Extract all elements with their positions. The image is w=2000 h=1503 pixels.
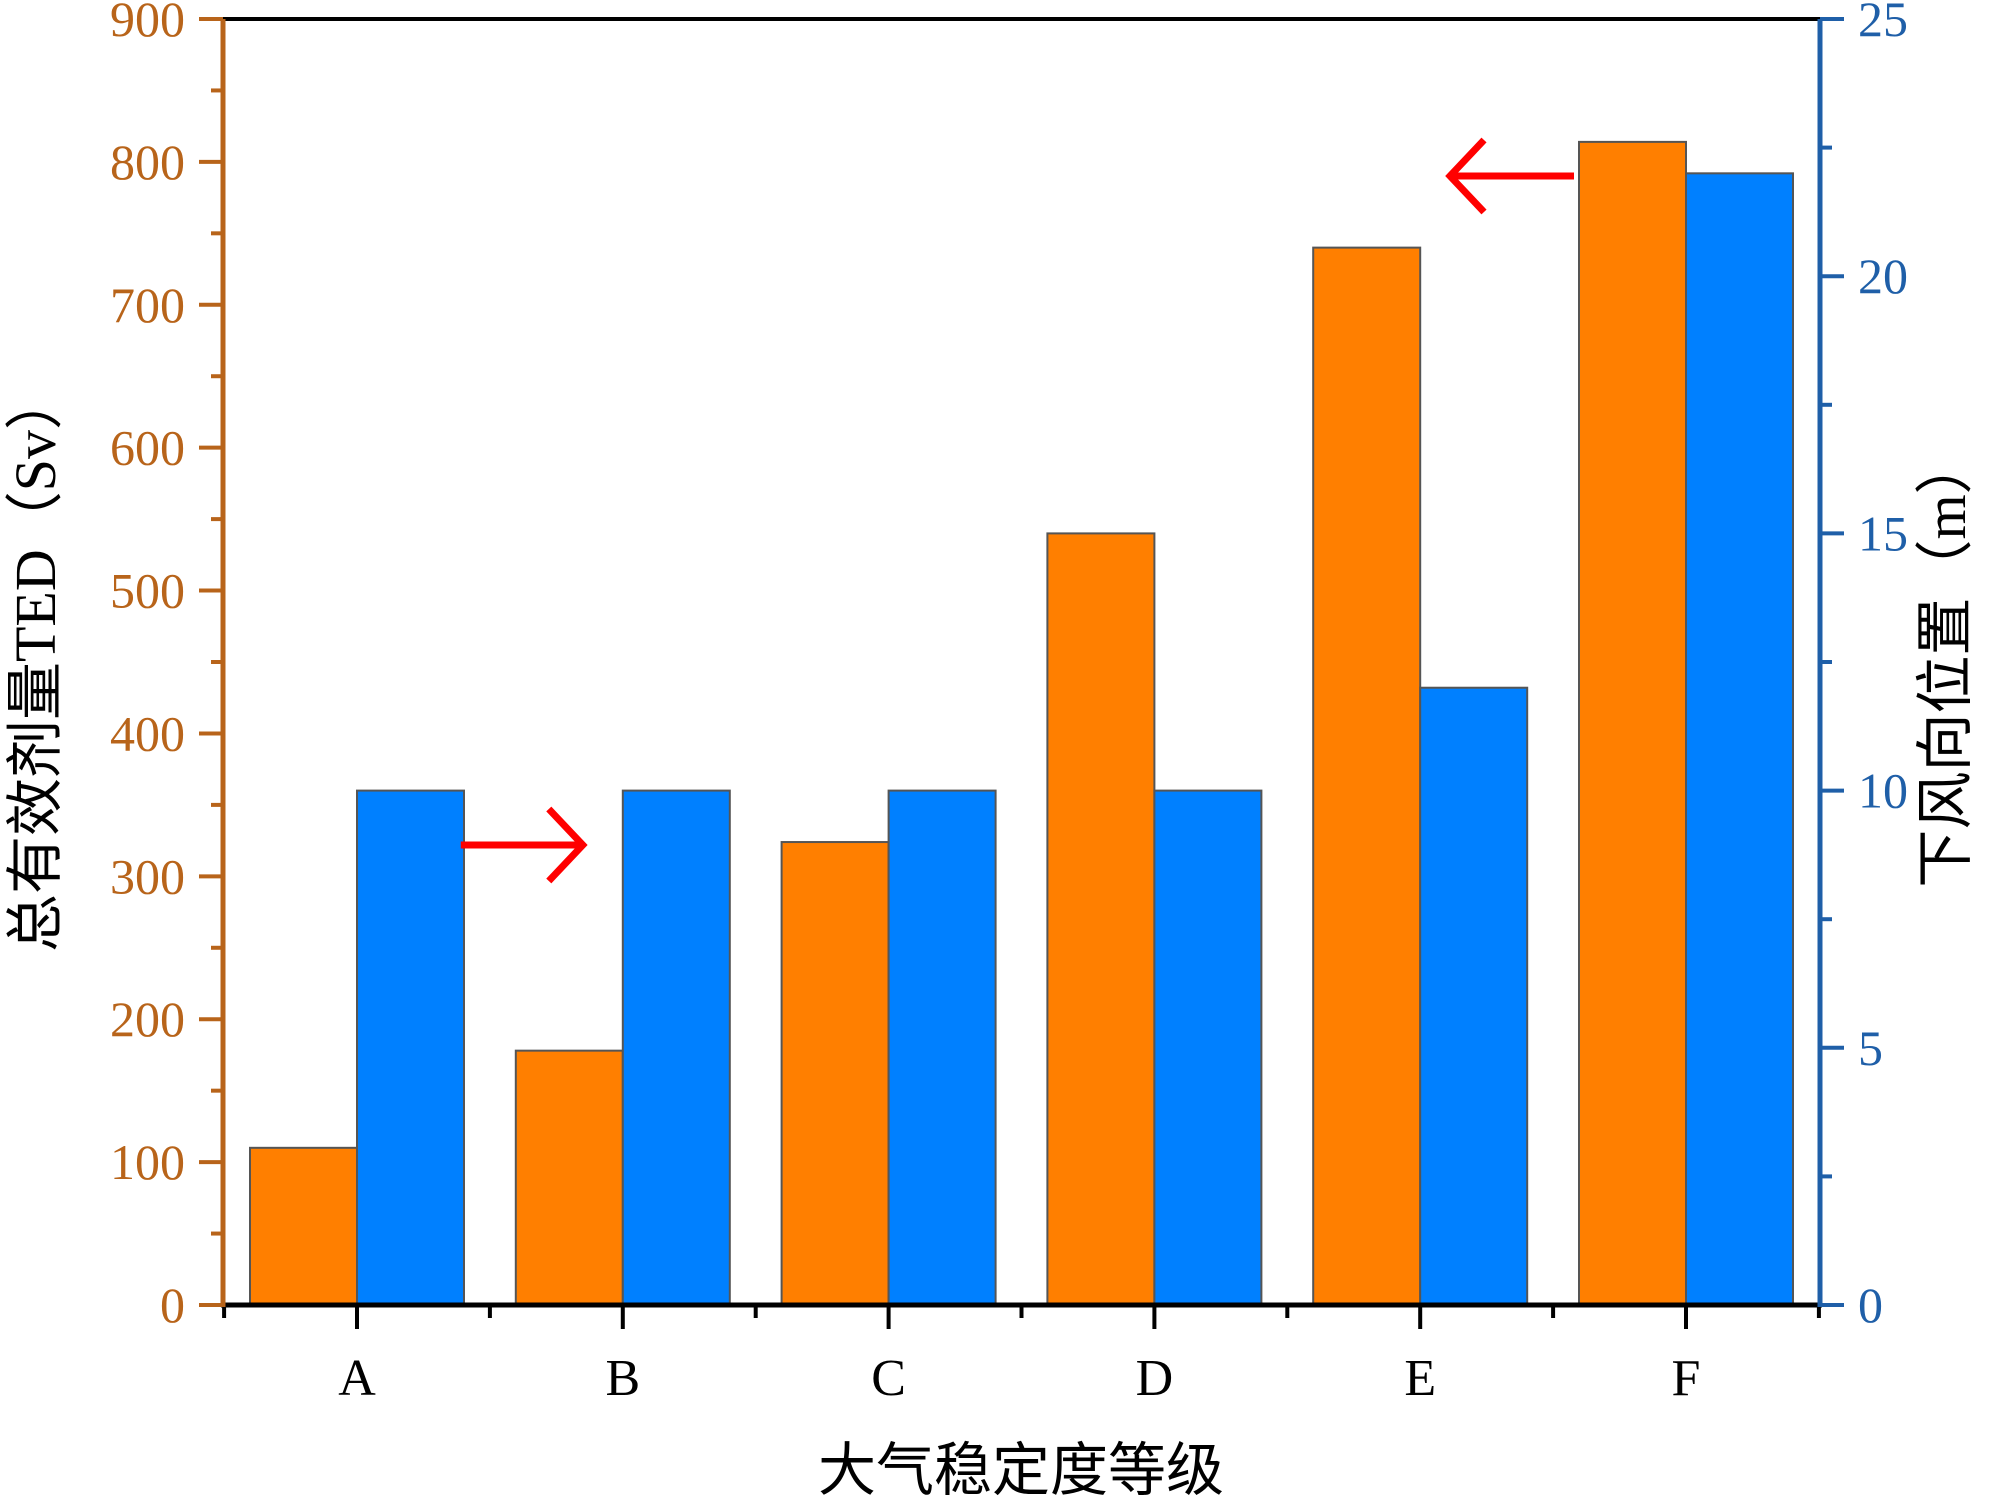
y-left-tick-label: 700 [110, 277, 185, 333]
x-tick-label: A [338, 1350, 376, 1407]
bar-right-E [1419, 686, 1529, 1306]
bar-left-B [514, 1049, 624, 1307]
x-axis-label: 大气稳定度等级 [818, 1438, 1224, 1503]
y-left-tick-label: 600 [110, 420, 185, 476]
y-right-tick-label: 10 [1858, 763, 1908, 819]
x-tick-label: D [1136, 1350, 1174, 1407]
bar-right-B [621, 789, 731, 1306]
bar-left-D [1046, 532, 1156, 1306]
bar-left-F [1578, 140, 1687, 1307]
bar-right-F [1685, 172, 1794, 1307]
x-tick-label: B [605, 1350, 640, 1407]
y-left-tick-label: 900 [110, 0, 185, 47]
arrow-head [1445, 137, 1487, 215]
y-left-tick-label: 0 [160, 1277, 185, 1333]
bar-left-E [1312, 246, 1422, 1307]
bar-right-A [356, 789, 465, 1306]
arrow-head [546, 806, 588, 884]
bar-right-C [887, 789, 997, 1306]
bars-layer [249, 140, 1794, 1307]
x-tick-label: C [871, 1350, 906, 1407]
arrow-left-icon [1445, 137, 1574, 215]
y-left-tick-label: 100 [110, 1134, 185, 1190]
arrow-right-icon [460, 806, 588, 884]
y-left-tick-label: 200 [110, 991, 185, 1047]
bar-left-C [780, 841, 890, 1306]
y-right-tick-label: 15 [1858, 505, 1908, 561]
y-left-tick-label: 300 [110, 848, 185, 904]
y-left-tick-label: 500 [110, 563, 185, 619]
y-right-tick-label: 5 [1858, 1020, 1883, 1076]
y-axis-left-label: 总有效剂量TED（Sv） [3, 372, 68, 952]
y-left-tick-label: 400 [110, 705, 185, 761]
y-axis-right-label: 下风向位置（m） [1913, 436, 1978, 887]
y-right-tick-label: 0 [1858, 1277, 1883, 1333]
x-tick-label: F [1672, 1350, 1701, 1407]
y-right-tick-label: 20 [1858, 248, 1908, 304]
x-tick-label: E [1404, 1350, 1436, 1407]
bar-right-D [1153, 789, 1263, 1306]
bar-left-A [249, 1146, 358, 1307]
y-left-tick-label: 800 [110, 134, 185, 190]
y-right-tick-label: 25 [1858, 0, 1908, 47]
annotations-layer [460, 137, 1574, 884]
axes-layer: A B C D E F 0 100 200 300 400 500 600 700 800 900 0 5 10 15… [110, 0, 1908, 1407]
